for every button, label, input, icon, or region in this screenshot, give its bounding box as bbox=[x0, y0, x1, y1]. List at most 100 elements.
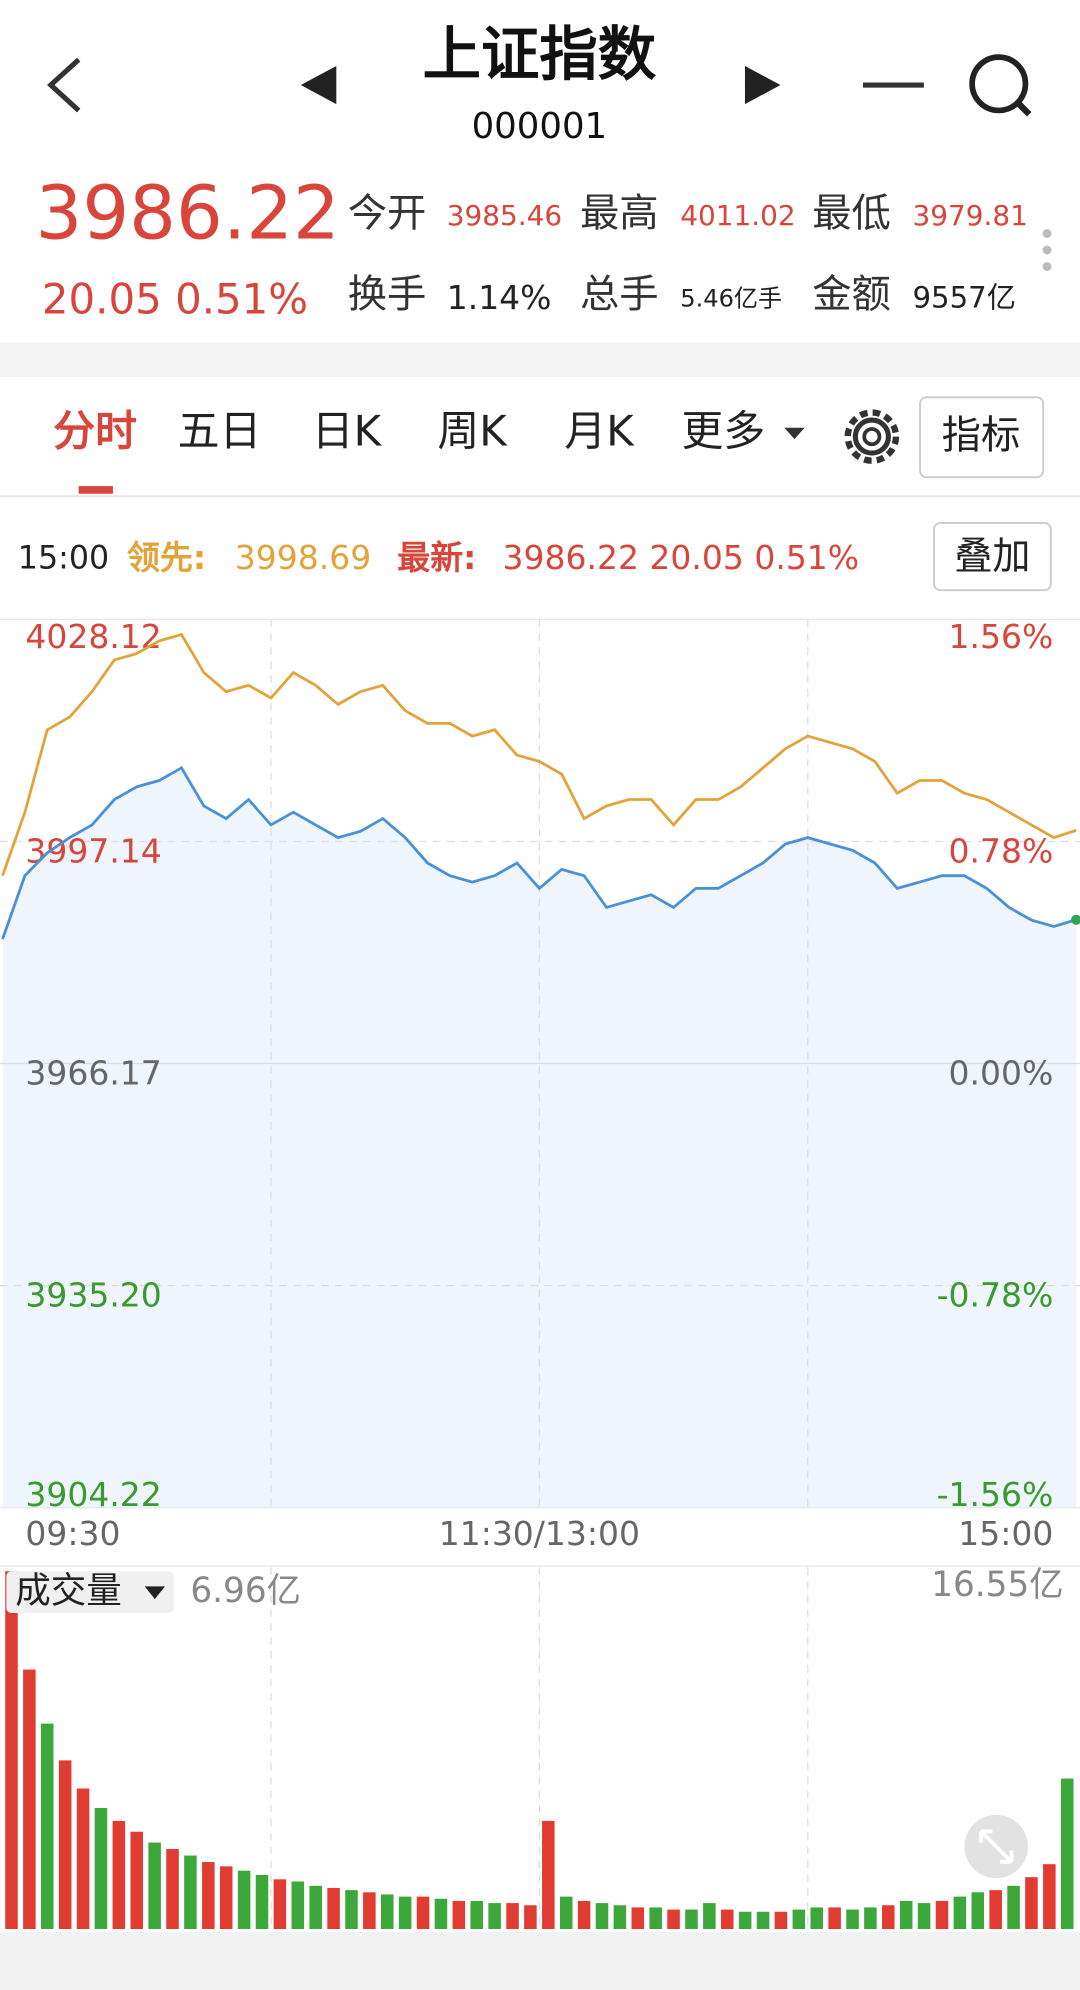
info-time: 15:00 bbox=[18, 541, 109, 577]
volume-bar bbox=[1007, 1885, 1020, 1930]
volume-bar bbox=[345, 1890, 358, 1930]
x-tick-label: 11:30/13:00 bbox=[439, 1514, 640, 1553]
next-button[interactable] bbox=[744, 66, 781, 105]
stat-value: 4011.02 bbox=[680, 199, 795, 232]
legend-lead: 领先: bbox=[127, 538, 206, 577]
y-tick-label: 16.55亿 bbox=[931, 1565, 1063, 1605]
volume-bar bbox=[595, 1903, 609, 1930]
volume-bar bbox=[542, 1820, 555, 1930]
volume-bar bbox=[381, 1894, 394, 1930]
tab[interactable]: 五日 bbox=[178, 407, 262, 456]
volume-bar bbox=[720, 1909, 734, 1930]
back-button[interactable] bbox=[46, 57, 81, 113]
volume-bar bbox=[309, 1885, 322, 1930]
volume-bar bbox=[506, 1903, 519, 1930]
indicator-button[interactable] bbox=[919, 396, 1045, 479]
volume-bar bbox=[613, 1905, 627, 1930]
overlay-button[interactable] bbox=[933, 521, 1052, 592]
search-button[interactable] bbox=[969, 54, 1032, 117]
volume-bar bbox=[703, 1903, 716, 1930]
code: 000001 bbox=[472, 106, 608, 147]
more-dots[interactable] bbox=[1042, 229, 1052, 271]
title: 上证指数 bbox=[423, 21, 657, 89]
tab-indicator bbox=[78, 486, 113, 494]
volume-bar bbox=[219, 1866, 233, 1930]
stat-value: 3985.46 bbox=[447, 199, 562, 232]
y2-tick-label: 0.00% bbox=[949, 1053, 1054, 1092]
volume-bar bbox=[846, 1909, 859, 1930]
volume-bar bbox=[488, 1903, 501, 1930]
volume-bar bbox=[882, 1905, 895, 1930]
stat-label: 换手 bbox=[348, 271, 427, 317]
volume-bar bbox=[416, 1896, 430, 1930]
price-chart: 4028.12 3997.14 3966.17 3935.20 3904.22 1.56%… bbox=[0, 617, 1080, 1930]
prev-button[interactable] bbox=[300, 66, 337, 105]
y-tick-label: 3935.20 bbox=[25, 1276, 161, 1315]
volume-bar bbox=[130, 1831, 144, 1930]
tab[interactable]: 分时 bbox=[53, 407, 137, 456]
volume-bar bbox=[559, 1896, 573, 1930]
volume-bar bbox=[184, 1855, 197, 1930]
volume-bar bbox=[524, 1905, 537, 1930]
more-arrow bbox=[784, 427, 805, 440]
volume-title: 成交量 bbox=[15, 1571, 122, 1612]
volume-bar bbox=[667, 1909, 680, 1930]
volume-bar bbox=[1060, 1778, 1074, 1930]
volume-bar bbox=[5, 1571, 18, 1930]
separator bbox=[0, 342, 1080, 377]
volume-bar bbox=[58, 1760, 72, 1930]
selector-arrow bbox=[144, 1586, 165, 1600]
volume-bar bbox=[363, 1892, 376, 1930]
footer-band bbox=[0, 1931, 1080, 1990]
stat-label: 最高 bbox=[580, 190, 659, 236]
indicator-label: 指标 bbox=[942, 412, 1021, 458]
volume-bar bbox=[148, 1842, 161, 1930]
volume-bar bbox=[971, 1892, 985, 1930]
x-tick-label: 15:00 bbox=[958, 1514, 1053, 1553]
volume-bar bbox=[989, 1890, 1002, 1930]
volume-bar bbox=[112, 1820, 126, 1930]
volume-bar bbox=[327, 1887, 340, 1930]
volume-bar bbox=[738, 1911, 752, 1930]
price-line bbox=[1, 632, 1077, 877]
volume-bar bbox=[631, 1907, 645, 1930]
lead-value: 3998.69 bbox=[235, 538, 371, 577]
stat-label: 金额 bbox=[812, 271, 891, 317]
tab[interactable]: 更多 bbox=[682, 407, 766, 456]
last-point bbox=[1071, 914, 1080, 925]
y-tick-label: 3904.22 bbox=[25, 1475, 161, 1514]
stat-value: 1.14% bbox=[447, 278, 552, 317]
volume-bar bbox=[1025, 1877, 1038, 1930]
volume-bar bbox=[273, 1879, 287, 1930]
volume-bar bbox=[917, 1903, 931, 1930]
tab[interactable]: 日K bbox=[312, 407, 383, 456]
legend-latest: 最新: bbox=[397, 538, 476, 577]
settings-button[interactable] bbox=[844, 409, 900, 464]
volume-bar bbox=[23, 1669, 36, 1930]
volume-bar bbox=[291, 1881, 305, 1930]
volume-bar bbox=[202, 1862, 215, 1930]
y2-tick-label: -0.78% bbox=[937, 1276, 1054, 1315]
volume-bar bbox=[899, 1900, 913, 1930]
volume-bar bbox=[864, 1907, 877, 1930]
price-line bbox=[1, 765, 1077, 940]
volume-bar bbox=[810, 1907, 823, 1930]
stat-label: 最低 bbox=[812, 190, 891, 236]
stat-value: 9557亿 bbox=[912, 281, 1015, 315]
volume-bar bbox=[255, 1874, 269, 1930]
expand-button[interactable] bbox=[964, 1814, 1028, 1879]
volume-bar bbox=[434, 1898, 448, 1930]
tab[interactable]: 周K bbox=[437, 407, 508, 456]
y2-tick-label: -1.56% bbox=[937, 1475, 1054, 1514]
volume-selector[interactable] bbox=[6, 1571, 174, 1614]
volume-bar bbox=[577, 1900, 591, 1930]
x-tick-label: 09:30 bbox=[25, 1514, 120, 1553]
volume-bar bbox=[1043, 1864, 1056, 1930]
tab[interactable]: 月K bbox=[564, 407, 635, 456]
volume-bar bbox=[756, 1911, 770, 1930]
overlay-label: 叠加 bbox=[954, 534, 1030, 578]
stat-value: 3979.81 bbox=[912, 199, 1027, 232]
volume-bar bbox=[237, 1870, 251, 1930]
y2-tick-label: 1.56% bbox=[949, 617, 1054, 656]
